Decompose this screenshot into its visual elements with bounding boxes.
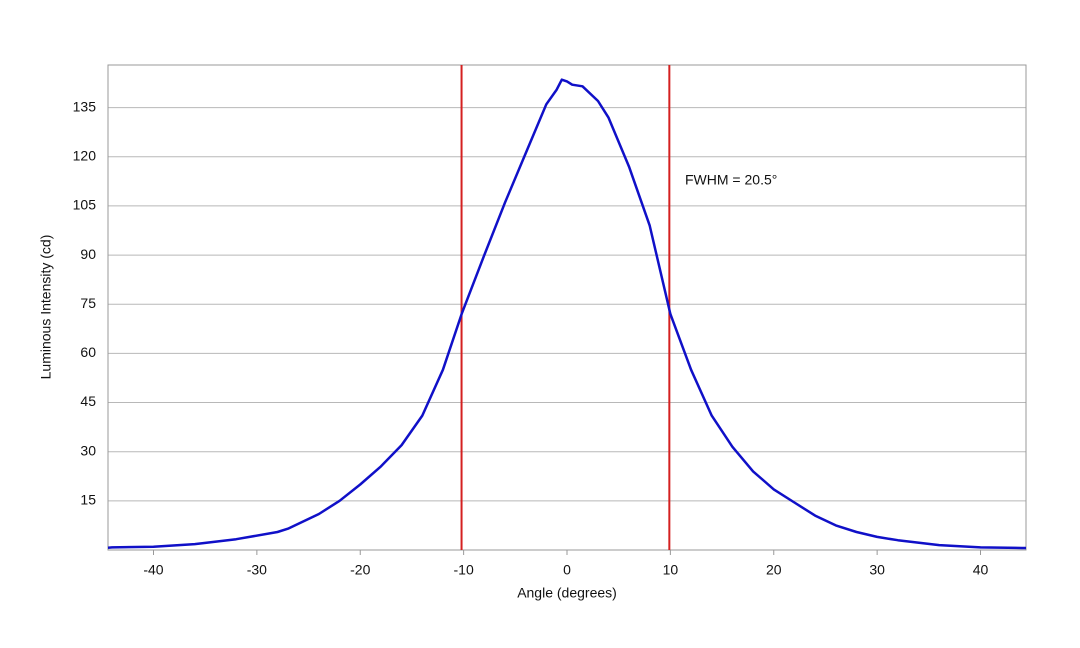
x-tick-label: -10 bbox=[454, 562, 474, 578]
y-tick-label: 105 bbox=[73, 197, 97, 213]
x-tick-label: 10 bbox=[663, 562, 679, 578]
x-tick-label: -20 bbox=[350, 562, 370, 578]
y-tick-label: 45 bbox=[80, 393, 96, 409]
x-axis-label: Angle (degrees) bbox=[517, 585, 617, 601]
x-tick-label: 40 bbox=[973, 562, 989, 578]
y-tick-label: 30 bbox=[80, 442, 96, 458]
plot-frame bbox=[107, 64, 1027, 551]
y-tick-label: 90 bbox=[80, 246, 96, 262]
data-line bbox=[107, 78, 1026, 550]
y-axis-label: Luminous Intensity (cd) bbox=[38, 235, 54, 380]
x-tick-label: 30 bbox=[869, 562, 885, 578]
y-tick-label: 60 bbox=[80, 344, 96, 360]
y-tick-label: 135 bbox=[73, 98, 97, 114]
x-tick-label: -30 bbox=[247, 562, 267, 578]
y-tick-label: 15 bbox=[80, 492, 96, 508]
x-tick-label: -40 bbox=[143, 562, 163, 578]
x-tick-label: 0 bbox=[563, 562, 571, 578]
x-tick-label: 20 bbox=[766, 562, 782, 578]
annotation: FWHM = 20.5° bbox=[685, 172, 777, 188]
y-tick-label: 120 bbox=[73, 147, 97, 163]
y-tick-label: 75 bbox=[80, 295, 96, 311]
